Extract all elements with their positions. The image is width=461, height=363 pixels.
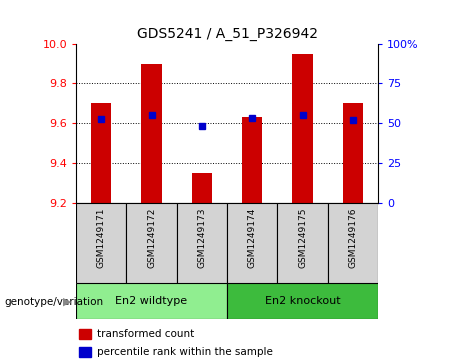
Bar [126, 203, 177, 283]
Text: En2 wildtype: En2 wildtype [116, 296, 188, 306]
Bar [328, 203, 378, 283]
Text: transformed count: transformed count [97, 329, 195, 339]
Bar [192, 173, 212, 203]
Bar [91, 103, 111, 203]
Bar [242, 117, 262, 203]
Text: GSM1249175: GSM1249175 [298, 207, 307, 268]
Bar [79, 347, 91, 356]
Text: genotype/variation: genotype/variation [5, 297, 104, 307]
Text: percentile rank within the sample: percentile rank within the sample [97, 347, 273, 357]
Bar [76, 203, 126, 283]
Bar [227, 203, 278, 283]
Bar [278, 203, 328, 283]
Title: GDS5241 / A_51_P326942: GDS5241 / A_51_P326942 [136, 27, 318, 41]
Text: En2 knockout: En2 knockout [265, 296, 340, 306]
Text: GSM1249172: GSM1249172 [147, 207, 156, 268]
Text: GSM1249173: GSM1249173 [197, 207, 207, 268]
Bar [227, 283, 378, 319]
Text: GSM1249174: GSM1249174 [248, 207, 257, 268]
Text: ▶: ▶ [63, 297, 71, 307]
Bar [292, 54, 313, 203]
Bar [76, 283, 227, 319]
Text: GSM1249176: GSM1249176 [349, 207, 357, 268]
Text: GSM1249171: GSM1249171 [97, 207, 106, 268]
Bar [79, 330, 91, 339]
Bar [142, 64, 162, 203]
Bar [177, 203, 227, 283]
Bar [343, 103, 363, 203]
